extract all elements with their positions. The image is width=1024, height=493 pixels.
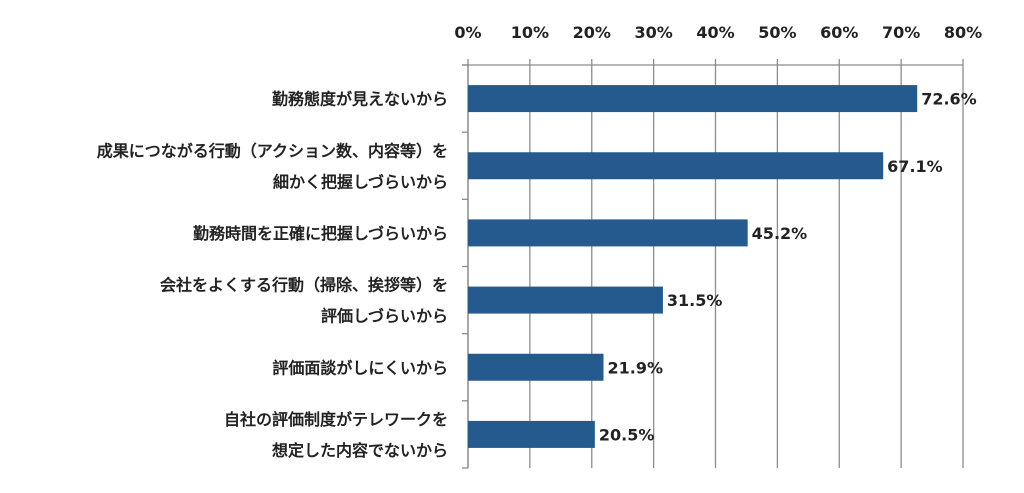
category-label: 評価しづらいから — [321, 307, 448, 326]
category-label: 想定した内容でないから — [271, 441, 448, 460]
bar — [468, 286, 663, 314]
category-label: 細かく把握しづらいから — [273, 172, 448, 191]
data-label: 67.1% — [887, 157, 943, 176]
bar — [468, 420, 595, 448]
category-label: 自社の評価制度がテレワークを — [224, 410, 448, 429]
data-label: 45.2% — [752, 224, 808, 243]
x-tick-label: 50% — [758, 23, 796, 42]
data-label: 72.6% — [921, 90, 977, 109]
bar — [468, 353, 604, 381]
data-label: 21.9% — [608, 358, 664, 377]
x-tick-label: 70% — [882, 23, 920, 42]
category-label: 成果につながる行動（アクション数、内容等）を — [97, 141, 448, 160]
x-tick-label: 0% — [454, 23, 481, 42]
category-label: 勤務時間を正確に把握しづらいから — [193, 224, 448, 243]
x-tick-label: 20% — [573, 23, 611, 42]
x-tick-label: 30% — [634, 23, 672, 42]
x-tick-label: 10% — [511, 23, 549, 42]
bar — [468, 152, 884, 180]
bar — [468, 219, 748, 247]
category-label: 評価面談がしにくいから — [272, 358, 448, 377]
bar — [468, 85, 918, 113]
x-tick-label: 40% — [696, 23, 734, 42]
category-label: 勤務態度が見えないから — [272, 90, 448, 109]
x-tick-label: 80% — [944, 23, 982, 42]
x-tick-label: 60% — [820, 23, 858, 42]
data-label: 20.5% — [599, 425, 655, 444]
data-label: 31.5% — [667, 291, 723, 310]
category-label: 会社をよくする行動（掃除、挨拶等）を — [160, 276, 448, 295]
